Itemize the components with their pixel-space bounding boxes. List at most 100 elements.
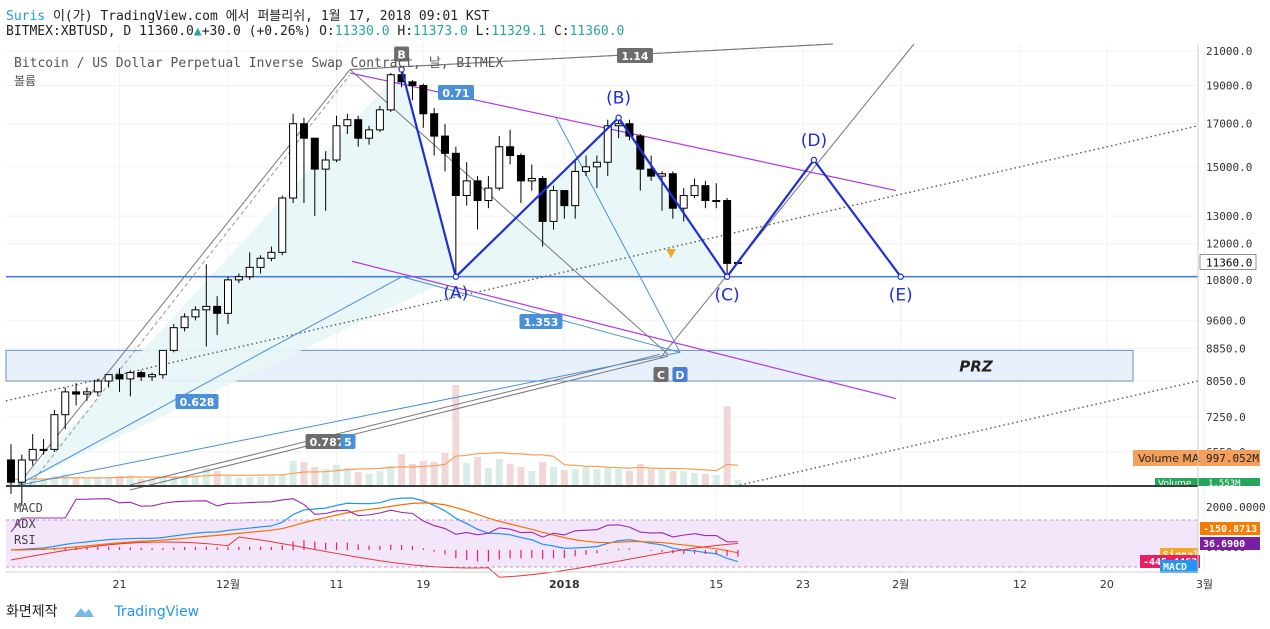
volume-ma-line [10,451,738,481]
volume-bar [170,476,178,485]
candle-body [527,177,536,182]
indicator-tag: 36.6900 [1203,539,1245,550]
indicator-tag: -150.8713 [1203,524,1257,535]
candle-body [560,190,569,207]
y-tick-label: 7250.0 [1206,411,1246,424]
x-tick-label: 3월 [1196,578,1213,591]
candle-body [690,185,699,197]
volume-bar [669,471,677,485]
candle-body [202,305,211,311]
marker-label-bg [653,367,669,382]
volume-bar [441,453,449,485]
volume-bar [311,467,319,485]
price-change: +30.0 (+0.26%) [201,24,312,39]
macd-line [10,497,739,563]
volume-bar [333,465,340,485]
candle-body [603,125,612,163]
open-value: 11330.0 [334,24,390,39]
candle-body [278,197,287,253]
volume-bar [50,476,58,485]
volume-bar [224,476,232,485]
volume-bar [94,478,102,485]
pattern-lines [398,66,904,280]
candle-body [354,119,363,139]
publisher-name[interactable]: Suris [6,9,46,24]
candle-body [126,372,135,380]
indicator-label: MACD [14,501,43,515]
volume-tag-value: 1.553M [1208,479,1241,489]
symbol-label[interactable]: BITMEX:XBTUSD, D [6,24,132,39]
candle-body [104,374,113,382]
volume-bar [408,464,416,485]
volume-tag-label: Volume [1158,479,1192,489]
volume-bar [191,475,199,485]
volume-bar [463,463,471,485]
volume-bar [322,469,330,485]
y-tick-label: 12000.0 [1206,238,1252,251]
dashed-trendline [29,74,351,486]
point-label: (D) [801,131,827,151]
candle-body [668,173,677,209]
indicator-y-tick: 2000.0000 [1206,501,1266,514]
y-tick-label: 13000.0 [1206,210,1252,223]
ratio-label-bg [175,394,219,409]
x-tick-label: 19 [416,578,430,591]
fib-line [17,276,403,486]
point-label-b-bg [394,46,410,62]
x-tick-label: 12 [1013,578,1027,591]
candle-body [267,251,276,259]
volume-bar [528,471,536,485]
candle-body [289,123,298,199]
volume-bar [202,468,210,485]
volume-bar [83,479,91,485]
candle-body [169,327,178,351]
candle-body [50,414,59,450]
indicator-tag-bg [1200,537,1260,550]
pattern-point [615,114,622,121]
volume-bar [365,474,373,485]
candle-body [397,74,406,83]
x-tick-label: 20 [1100,578,1114,591]
candle-body [658,173,666,177]
publish-line: Suris 이(가) TradingView.com 에서 퍼블리쉬, 1월 1… [6,5,489,24]
volume-bar [267,476,275,485]
x-tick-label: 2018 [549,578,580,591]
volume-bar [213,471,221,485]
candle-body [592,161,601,168]
point-label-b: B [397,49,405,62]
candlesticks [7,67,742,506]
candle-body [375,109,384,131]
point-label: (B) [606,89,631,109]
volume-ma-tag-value: 997.052M [1206,452,1259,465]
volume-bar [105,477,113,485]
candle-body [39,448,48,451]
prz-label: PRZ [959,358,994,376]
gann-line [129,353,661,486]
volume-bar [474,457,482,485]
pattern-point [897,273,904,280]
down-arrow-icon [666,249,676,258]
gann-line [659,43,915,359]
tradingview-logo-icon[interactable] [72,605,96,619]
volume-bar [691,473,699,485]
candle-body [245,266,254,278]
gann-line [349,69,669,355]
volume-bar [430,462,438,485]
volume-bar [387,466,395,485]
candle-body [17,459,26,483]
gann-line [129,355,669,491]
channel-lower [351,260,897,400]
footer: 화면제작 TradingView [6,601,199,621]
volume-bar [517,467,525,485]
candle-body [451,152,460,197]
candle-body [462,180,471,197]
volume-bar [40,479,48,485]
last-price-label: 11360.0 [1206,256,1252,269]
low-label: L: [475,24,492,39]
footer-brand[interactable]: TradingView [114,604,200,620]
candle-body [647,168,656,177]
candle-body [723,200,732,264]
pattern-labels: B (A) (B) (C) (D) (E) 0.71 1.353 0.628 0.787 5 1.14… [175,46,913,449]
